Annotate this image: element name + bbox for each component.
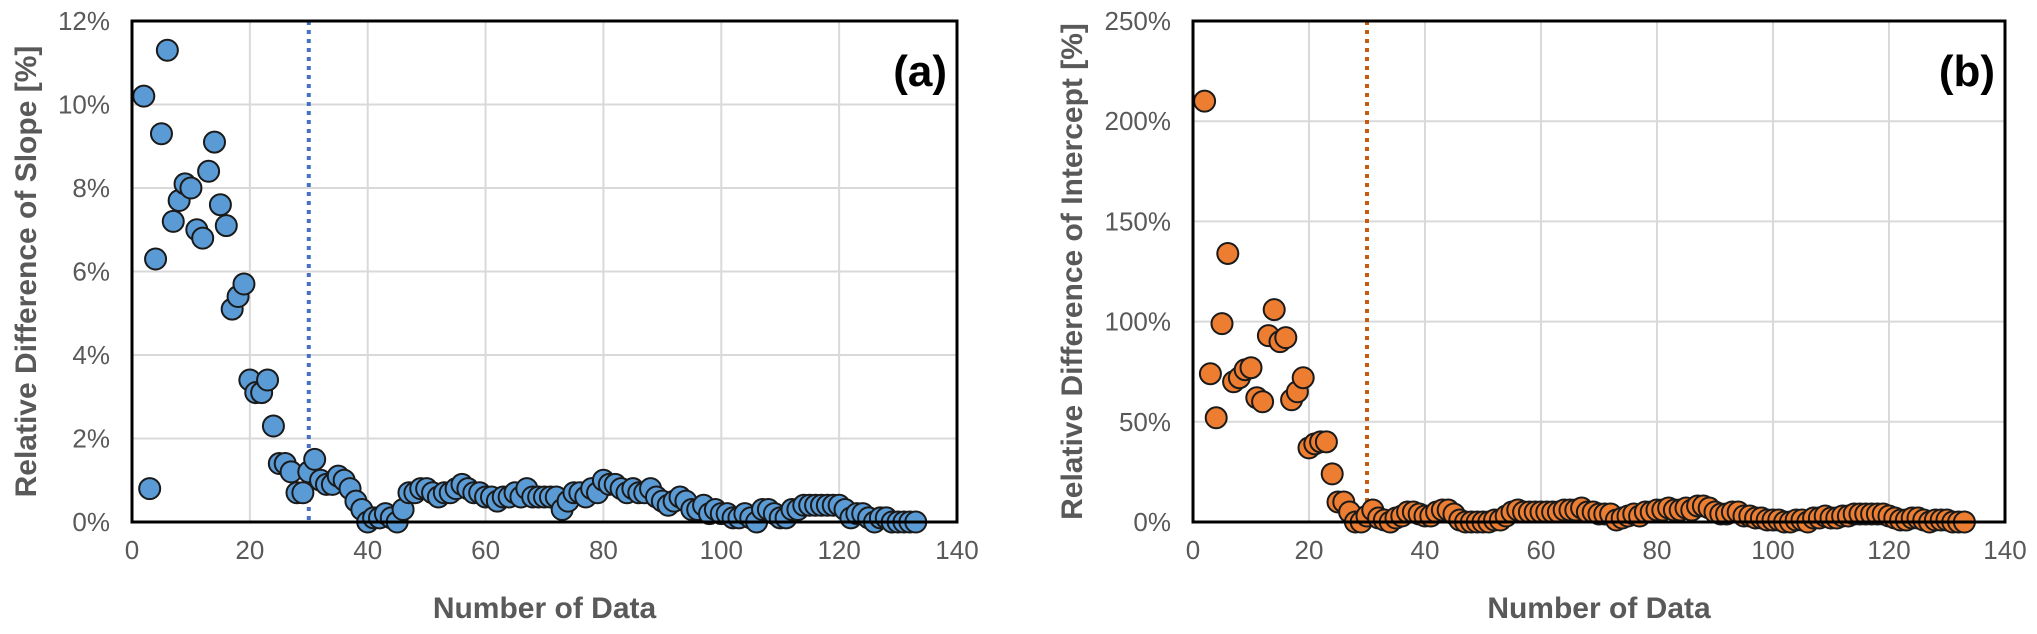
x-tick-label: 120 [1867, 535, 1910, 565]
y-tick-label: 4% [72, 340, 110, 370]
data-points [132, 38, 928, 534]
x-axis-title: Number of Data [433, 592, 657, 625]
x-tick-label: 80 [589, 535, 618, 565]
x-tick-label: 0 [125, 535, 139, 565]
data-point [1193, 89, 1217, 113]
y-tick-label: 0% [72, 507, 110, 537]
data-point [1198, 362, 1222, 386]
data-point [191, 226, 215, 250]
x-tick-label: 120 [817, 535, 860, 565]
data-point [208, 193, 232, 217]
x-tick-label: 140 [935, 535, 978, 565]
x-tick-label: 60 [1527, 535, 1556, 565]
plot-frame [1191, 19, 2007, 524]
data-point [1251, 390, 1275, 414]
data-point [1239, 356, 1263, 380]
x-tick-label: 40 [353, 535, 382, 565]
x-axis-title: Number of Data [1487, 592, 1711, 625]
data-point [161, 209, 185, 233]
data-point [132, 84, 156, 108]
data-point [1274, 326, 1298, 350]
data-point [214, 214, 238, 238]
y-tick-label: 200% [1105, 106, 1172, 136]
x-tick-label: 20 [235, 535, 264, 565]
y-tick-label: 8% [72, 173, 110, 203]
y-tick-label: 6% [72, 257, 110, 287]
data-point [1210, 312, 1234, 336]
data-point [203, 130, 226, 154]
data-point [179, 176, 203, 200]
x-tick-label: 100 [1751, 535, 1794, 565]
x-tick-labels: 0 20 40 60 80 100 120 140 [1186, 535, 2027, 565]
x-tick-label: 60 [471, 535, 500, 565]
y-tick-label: 2% [72, 424, 110, 454]
x-tick-label: 40 [1411, 535, 1440, 565]
data-point [256, 368, 280, 392]
data-point [1314, 430, 1338, 454]
y-tick-label: 50% [1119, 407, 1171, 437]
gridlines [131, 20, 958, 523]
y-tick-labels: 0% 2% 4% 6% 8% 10% 12% [58, 6, 110, 537]
y-axis-title: Relative Difference of Slope [%] [10, 46, 43, 498]
data-point [138, 477, 162, 501]
chart-panel-a: 0 20 40 60 80 100 120 140 0% 2% 4% 6% 8% 10% 12% Numb… [10, 6, 979, 625]
data-point [149, 122, 173, 146]
x-tick-label: 140 [1983, 535, 2026, 565]
data-points [1193, 89, 1976, 534]
x-tick-label: 20 [1295, 535, 1324, 565]
y-tick-label: 0% [1133, 507, 1171, 537]
x-tick-label: 0 [1186, 535, 1200, 565]
panel-label: (b) [1939, 47, 1995, 96]
data-point [291, 481, 315, 505]
data-point [1204, 406, 1228, 430]
data-point [303, 447, 327, 471]
y-tick-label: 10% [58, 90, 110, 120]
y-tick-label: 100% [1105, 307, 1172, 337]
y-tick-labels: 0% 50% 100% 150% 200% 250% [1105, 6, 1172, 537]
panel-label: (a) [893, 47, 947, 96]
data-point [232, 272, 256, 296]
y-tick-label: 12% [58, 6, 110, 36]
y-axis-title: Relative Difference of Intercept [%] [1056, 23, 1089, 520]
x-tick-label: 80 [1643, 535, 1672, 565]
data-point [1320, 462, 1344, 486]
y-tick-label: 250% [1105, 6, 1172, 36]
plot-frame [130, 19, 959, 524]
x-tick-label: 100 [700, 535, 743, 565]
chart-panel-b: 0 20 40 60 80 100 120 140 0% 50% 100% 150% 200% 250%… [1056, 6, 2027, 625]
data-point [1216, 241, 1240, 265]
data-point [197, 159, 221, 183]
data-point [155, 38, 179, 62]
data-point [144, 247, 168, 271]
data-point [261, 414, 285, 438]
data-point [1262, 298, 1286, 322]
y-tick-label: 150% [1105, 206, 1172, 236]
data-point [1291, 366, 1315, 390]
x-tick-labels: 0 20 40 60 80 100 120 140 [125, 535, 979, 565]
